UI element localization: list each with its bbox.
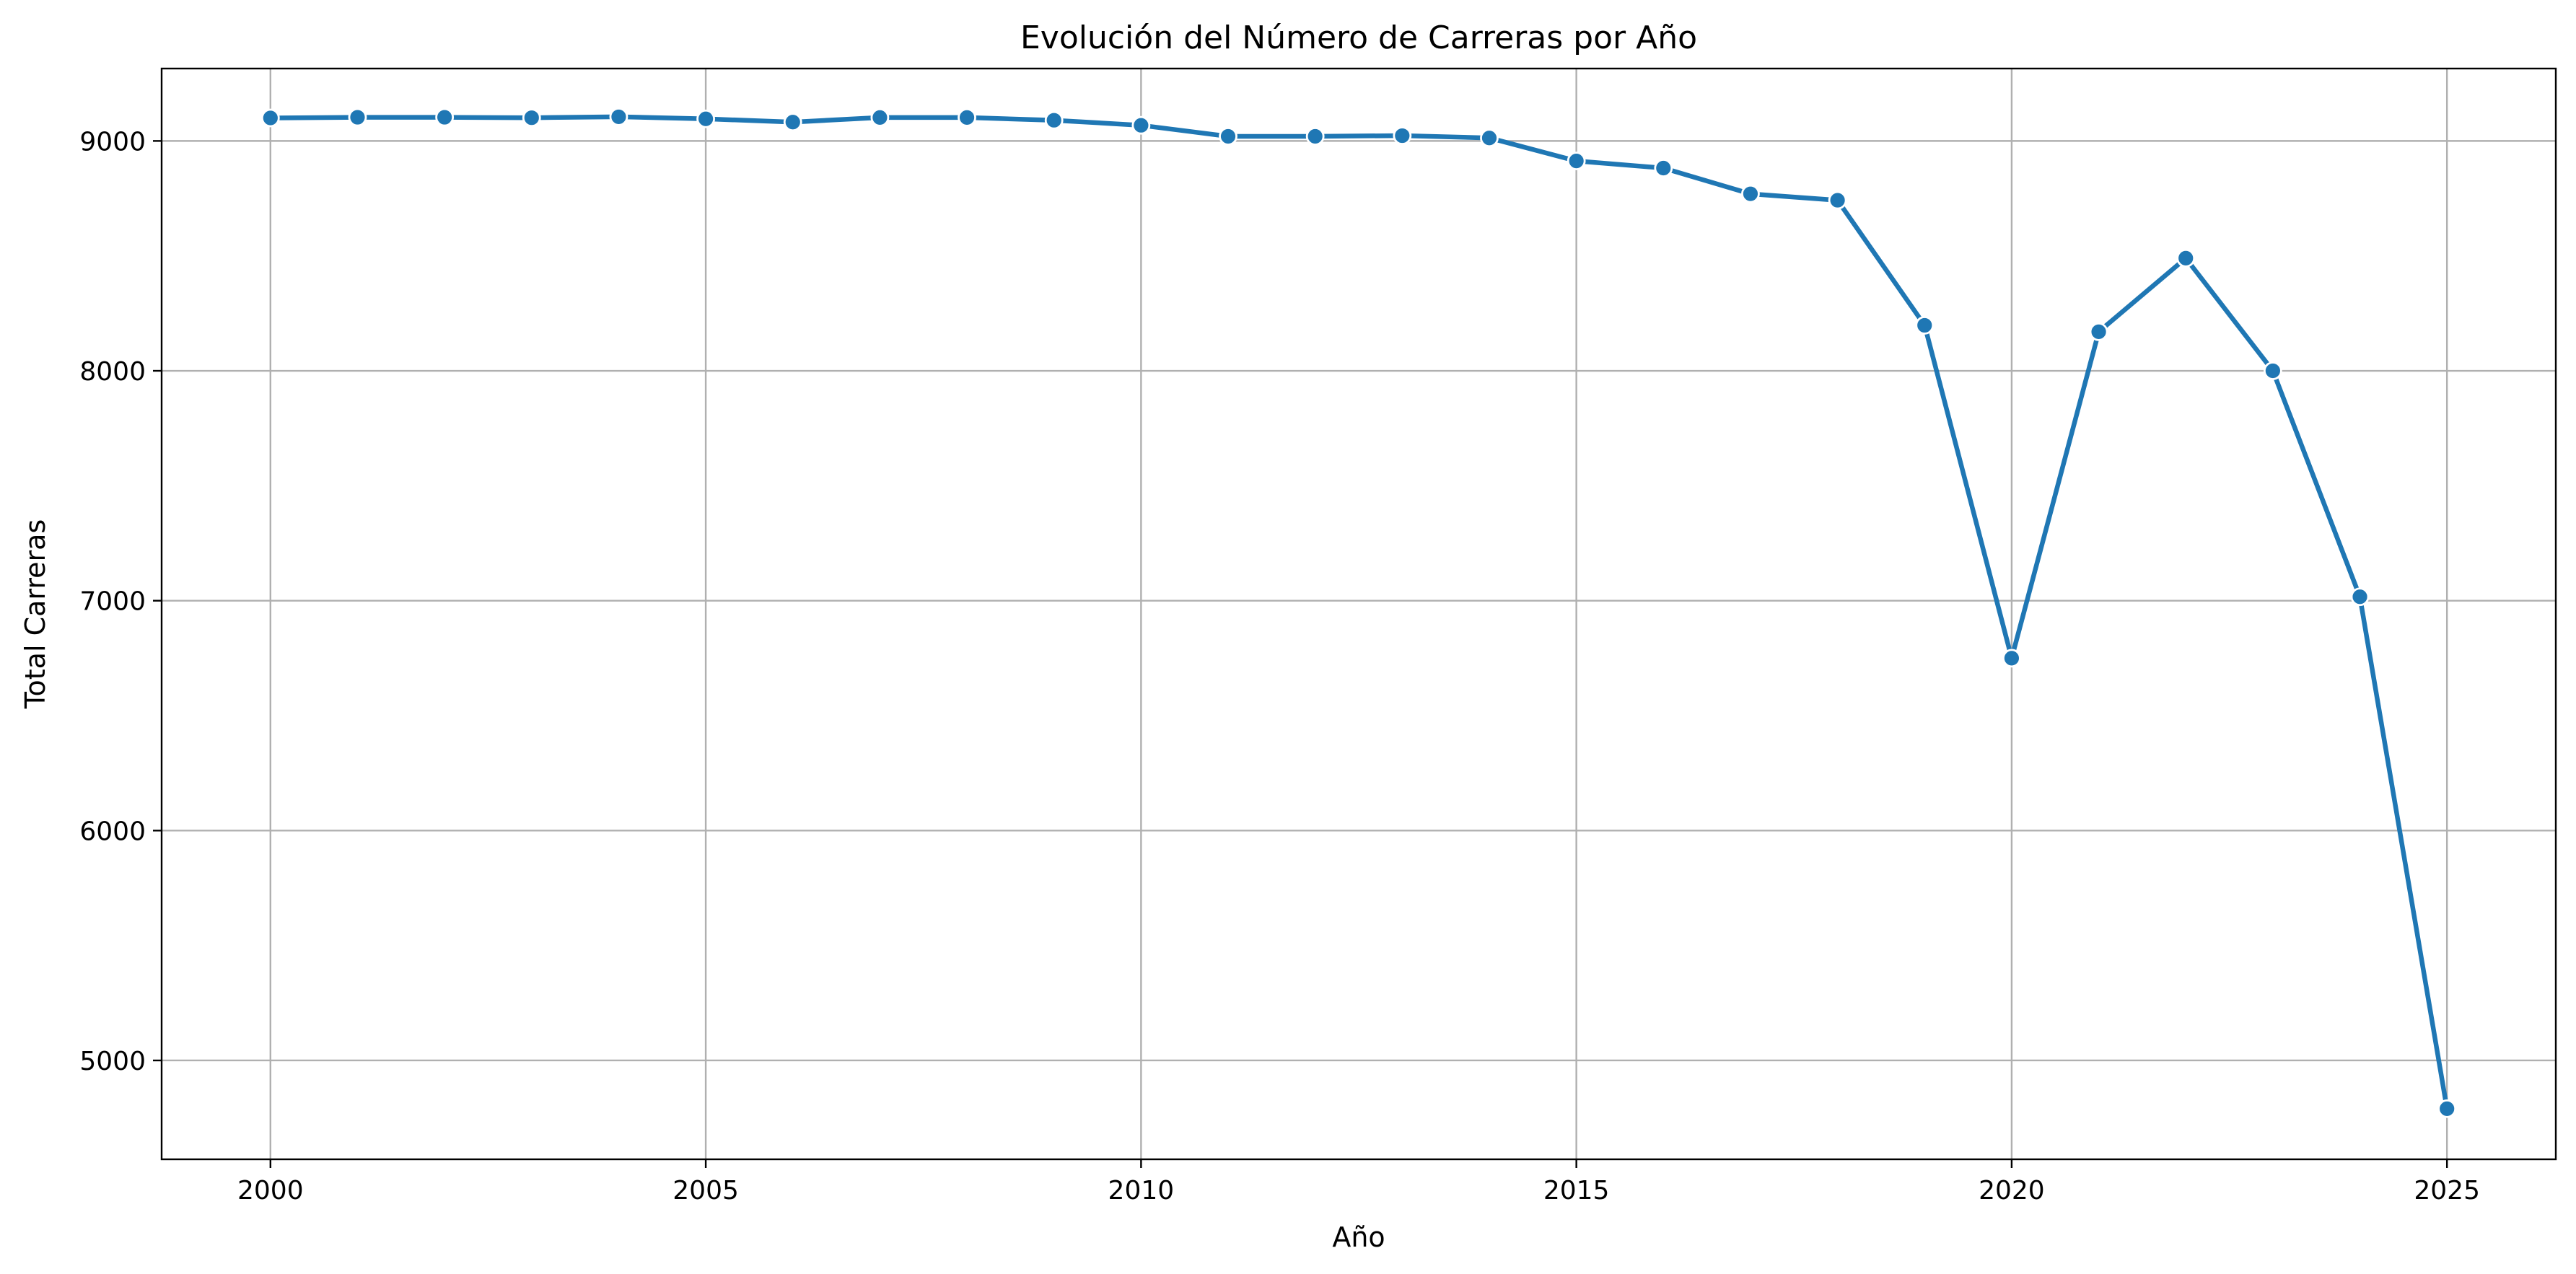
x-tick-label: 2015 <box>1543 1176 1610 1205</box>
data-point <box>870 107 890 127</box>
data-point <box>2437 1099 2457 1118</box>
data-point <box>783 113 802 132</box>
x-axis-title: Año <box>1332 1221 1385 1253</box>
data-point <box>2002 649 2021 668</box>
data-point <box>2089 322 2108 341</box>
data-point <box>1741 184 1760 203</box>
data-point <box>2176 248 2196 268</box>
series-layer <box>260 107 2457 1118</box>
data-point <box>609 107 628 126</box>
y-tick-label: 6000 <box>79 817 146 846</box>
axes: 2000 2005 2010 2015 2020 2025 5000 6000 7000 8000… <box>79 127 2480 1205</box>
data-point <box>348 107 367 127</box>
chart-title: Evolución del Número de Carreras por Año <box>1020 19 1697 56</box>
data-point <box>1828 190 1847 210</box>
data-point <box>696 109 715 128</box>
data-point <box>1305 127 1325 146</box>
data-point <box>2350 587 2370 607</box>
data-point <box>522 108 541 128</box>
data-point <box>1567 151 1586 170</box>
data-point <box>260 108 280 128</box>
x-tick-label: 2000 <box>237 1176 304 1205</box>
grid <box>162 69 2556 1159</box>
data-point <box>1131 115 1151 135</box>
data-point <box>2263 361 2282 380</box>
data-point <box>435 107 455 127</box>
data-point <box>1654 159 1673 177</box>
x-tick-label: 2005 <box>673 1176 739 1205</box>
data-point <box>958 107 976 127</box>
y-axis-title: Total Carreras <box>19 519 51 709</box>
y-tick-label: 5000 <box>79 1047 146 1076</box>
data-point <box>1480 128 1499 148</box>
data-point <box>1219 127 1237 146</box>
y-tick-label: 8000 <box>79 357 146 387</box>
y-tick-label: 7000 <box>79 587 146 617</box>
data-point <box>1915 316 1935 335</box>
x-tick-label: 2025 <box>2414 1176 2480 1205</box>
y-tick-label: 9000 <box>79 127 146 157</box>
data-point <box>1393 126 1412 145</box>
x-tick-label: 2020 <box>1979 1176 2045 1205</box>
plot-frame <box>160 67 2557 1161</box>
series-line <box>268 114 2450 1112</box>
x-tick-label: 2010 <box>1108 1176 1175 1205</box>
data-point <box>1044 110 1064 130</box>
